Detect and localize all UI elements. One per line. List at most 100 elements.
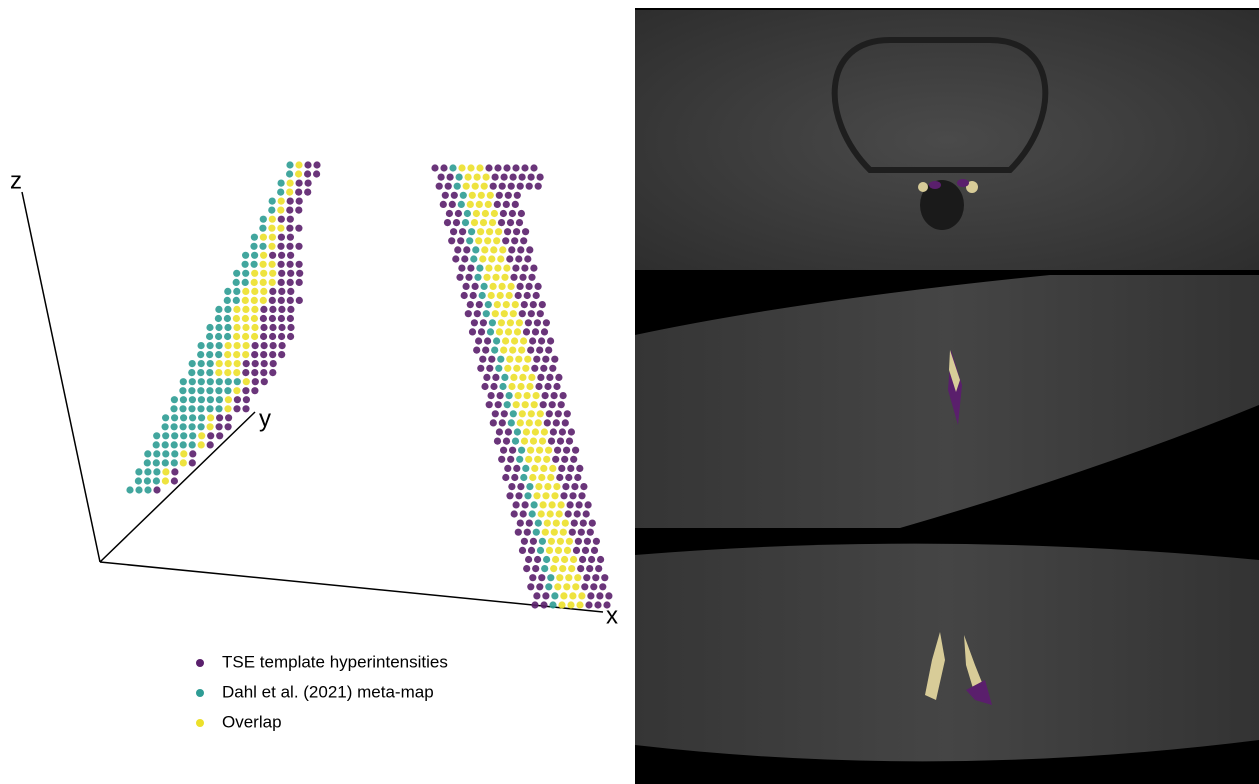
scatter-point [278, 306, 285, 313]
scatter-point [530, 538, 537, 545]
scatter-point [586, 565, 593, 572]
scatter-point [533, 356, 540, 363]
scatter-point [528, 274, 535, 281]
scatter-point [495, 365, 502, 372]
scatter-point [260, 279, 267, 286]
scatter-point [539, 301, 546, 308]
scatter-point [234, 396, 241, 403]
scatter-point [482, 347, 489, 354]
scatter-point [269, 288, 276, 295]
scatter-point [580, 520, 587, 527]
scatter-point [216, 396, 223, 403]
scatter-point [570, 456, 577, 463]
scatter-point [494, 438, 501, 445]
scatter-point [520, 337, 527, 344]
scatter-point [551, 529, 558, 536]
scatter-point [562, 483, 569, 490]
scatter-point [171, 414, 178, 421]
scatter-point [549, 465, 556, 472]
scatter-point [595, 565, 602, 572]
scatter-point [526, 483, 533, 490]
scatter-point [215, 306, 222, 313]
scatter-point [278, 180, 285, 187]
scatter-point [533, 292, 540, 299]
scatter-point [189, 450, 196, 457]
scatter-point [519, 174, 526, 181]
scatter-point [465, 174, 472, 181]
scatter-point [558, 465, 565, 472]
scatter-point [542, 592, 549, 599]
scatter-point [278, 297, 285, 304]
scatter-point [476, 301, 483, 308]
scatter-point [470, 292, 477, 299]
scatter-point [549, 365, 556, 372]
scatter-point [512, 301, 519, 308]
scatter-point [286, 161, 293, 168]
scatter-point [511, 337, 518, 344]
scatter-point [483, 274, 490, 281]
scatter-point [542, 356, 549, 363]
scatter-point [225, 414, 232, 421]
scatter-point [499, 383, 506, 390]
scatter-point [135, 468, 142, 475]
scatter-point [524, 255, 531, 262]
scatter-point [573, 547, 580, 554]
scatter-point [540, 601, 547, 608]
scatter-point [463, 246, 470, 253]
scatter-point [207, 342, 214, 349]
scatter-point [243, 360, 250, 367]
scatter-point [599, 583, 606, 590]
scatter-point [520, 474, 527, 481]
scatter-point [233, 279, 240, 286]
scatter-point [481, 246, 488, 253]
scatter-point [261, 342, 268, 349]
scatter-point [252, 360, 259, 367]
scatter-point [520, 510, 527, 517]
scatter-point [171, 396, 178, 403]
scatter-point [197, 351, 204, 358]
scatter-point [547, 474, 554, 481]
scatter-point [250, 243, 257, 250]
scatter-point [516, 219, 523, 226]
scatter-point [135, 486, 142, 493]
scatter-point [279, 342, 286, 349]
scatter-point [540, 365, 547, 372]
scatter-point [578, 492, 585, 499]
scatter-point [198, 342, 205, 349]
scatter-point [538, 474, 545, 481]
scatter-point [189, 432, 196, 439]
scatter-point [529, 510, 536, 517]
scatter-point [538, 337, 545, 344]
scatter-point [574, 474, 581, 481]
scatter-point [188, 405, 195, 412]
scatter-point [242, 405, 249, 412]
scatter-point [162, 450, 169, 457]
scatter-point [570, 556, 577, 563]
scatter-point [525, 319, 532, 326]
scatter-point [540, 501, 547, 508]
scatter-point [501, 274, 508, 281]
scatter-point [521, 301, 528, 308]
scatter-point [512, 438, 519, 445]
scatter-point [286, 189, 293, 196]
scatter-point [486, 365, 493, 372]
scatter-point [558, 401, 565, 408]
z-axis-label: z [10, 167, 22, 194]
scatter-point [491, 210, 498, 217]
scatter-point [242, 252, 249, 259]
scatter-point [126, 486, 133, 493]
scatter-point [526, 419, 533, 426]
scatter-point [584, 538, 591, 545]
legend-marker [196, 689, 204, 697]
scatter-point [277, 243, 284, 250]
scatter-point [539, 538, 546, 545]
scatter-point [153, 486, 160, 493]
scatter-point [504, 465, 511, 472]
scatter-point [295, 243, 302, 250]
scatter-point [544, 383, 551, 390]
scatter-point [509, 174, 516, 181]
scatter-point [565, 474, 572, 481]
scatter-point [207, 423, 214, 430]
page: {"figure":{"axes":{"x":"x","y":"y","z":"… [0, 0, 1259, 784]
scatter-point [269, 234, 276, 241]
